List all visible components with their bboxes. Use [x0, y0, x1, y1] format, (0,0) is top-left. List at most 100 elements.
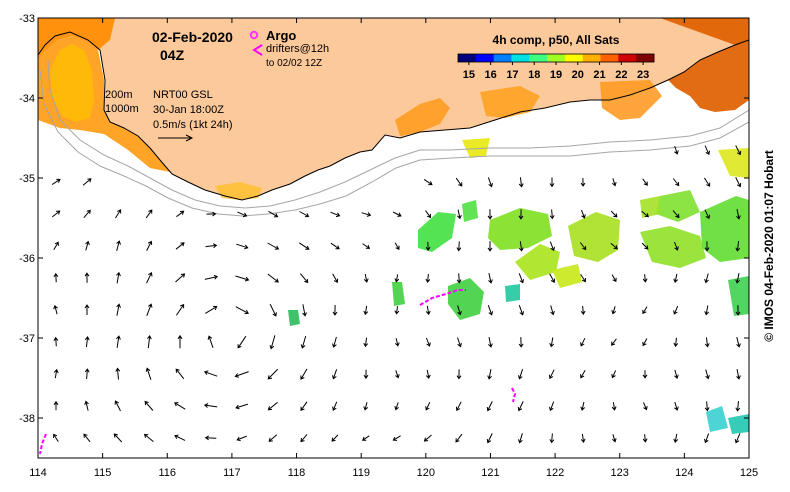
- current-arrow: [363, 369, 369, 380]
- current-arrow: [175, 303, 185, 316]
- current-arrow: [267, 401, 278, 411]
- isobath-1000m: [39, 69, 749, 217]
- current-arrow: [549, 241, 555, 252]
- current-arrow: [704, 273, 709, 284]
- current-arrow: [580, 305, 586, 315]
- current-arrow: [674, 241, 679, 251]
- current-arrow: [704, 241, 710, 252]
- y-tick-label: -34: [19, 93, 35, 105]
- current-arrow: [175, 273, 186, 283]
- current-arrow: [146, 303, 153, 316]
- current-arrow: [204, 274, 219, 280]
- colorbar-swatch: [600, 54, 619, 62]
- current-arrow: [330, 242, 340, 250]
- current-arrow: [611, 338, 617, 346]
- current-arrow: [518, 433, 523, 444]
- current-arrow: [268, 210, 279, 218]
- current-arrow: [549, 433, 555, 444]
- current-arrow: [734, 433, 741, 444]
- sst-patch-east-coast: [660, 18, 749, 112]
- current-arrow: [611, 434, 617, 443]
- current-arrow: [300, 335, 307, 349]
- current-arrow: [580, 433, 586, 444]
- current-arrow: [425, 369, 431, 379]
- sst-green-4: [515, 244, 560, 280]
- current-arrow: [267, 273, 279, 283]
- current-arrow: [53, 433, 59, 442]
- current-arrow: [84, 400, 89, 411]
- current-arrow: [517, 401, 524, 412]
- current-arrow: [488, 272, 493, 284]
- current-arrow: [394, 242, 400, 251]
- current-arrow: [704, 401, 710, 412]
- x-tick-label: 119: [352, 467, 370, 479]
- current-arrow: [735, 273, 740, 284]
- current-arrow: [174, 434, 186, 441]
- current-arrow: [269, 303, 277, 317]
- sst-green-13: [288, 310, 300, 326]
- current-arrow: [394, 338, 400, 347]
- current-arrow: [146, 271, 153, 284]
- current-arrow: [332, 369, 338, 380]
- current-arrow: [425, 273, 431, 283]
- current-arrow: [394, 402, 399, 411]
- y-tick-label: -33: [19, 13, 35, 25]
- x-tick-label: 122: [546, 467, 564, 479]
- current-arrow: [457, 209, 462, 220]
- current-arrow: [332, 401, 338, 412]
- current-arrow: [299, 211, 310, 218]
- current-arrow: [114, 209, 122, 219]
- current-arrow: [203, 370, 218, 377]
- current-arrow: [85, 240, 90, 251]
- current-arrow: [269, 335, 276, 350]
- current-arrow: [456, 273, 462, 284]
- colorbar-swatch: [636, 54, 655, 62]
- current-arrow: [114, 400, 121, 412]
- current-arrow: [392, 435, 401, 441]
- current-arrow: [425, 401, 431, 411]
- colorbar-tick-label: 18: [528, 69, 540, 81]
- current-arrow: [518, 305, 525, 316]
- scale-label: 0.5m/s (1kt 24h): [153, 119, 232, 131]
- current-arrow: [332, 273, 339, 283]
- sst-green-14: [728, 276, 749, 316]
- current-arrow: [611, 306, 617, 315]
- current-arrow: [300, 401, 308, 412]
- current-arrow: [735, 241, 741, 252]
- current-arrow: [642, 434, 648, 443]
- coastline: [38, 31, 749, 201]
- current-arrow: [425, 337, 431, 347]
- colorbar-swatch: [458, 54, 477, 62]
- current-arrow: [362, 243, 371, 249]
- current-arrow: [550, 305, 555, 316]
- sst-green-9: [700, 196, 749, 262]
- current-arrow: [234, 371, 249, 378]
- current-arrow: [641, 210, 650, 218]
- current-arrow: [423, 178, 433, 186]
- colorbar-swatch: [582, 54, 602, 62]
- current-arrow: [237, 211, 248, 218]
- current-arrow: [703, 177, 711, 187]
- current-arrow: [83, 433, 91, 443]
- sst-green-5: [552, 264, 582, 288]
- drifter-track-1: [419, 289, 466, 306]
- x-axis: 114 115 116 117 118 119 120 121 122 123 124 125: [29, 18, 758, 479]
- current-arrow: [143, 433, 154, 442]
- current-arrow: [580, 337, 586, 347]
- current-arrow: [84, 272, 90, 283]
- current-arrow: [395, 370, 400, 379]
- current-arrow: [53, 336, 59, 347]
- current-arrow: [735, 177, 742, 188]
- current-arrow: [53, 272, 59, 283]
- legend-left: 200m 1000m NRT00 GSL 30-Jan 18:00Z 0.5m/…: [105, 89, 232, 142]
- current-arrow: [363, 305, 369, 316]
- drifters-to-label: to 02/02 12Z: [266, 58, 322, 69]
- current-arrow: [392, 211, 402, 217]
- current-arrow: [518, 273, 525, 284]
- current-arrow: [53, 241, 59, 250]
- current-arrow: [267, 242, 280, 250]
- current-arrow: [175, 242, 185, 250]
- sst-offshore: [288, 190, 749, 434]
- current-arrow: [205, 305, 218, 314]
- current-arrow: [549, 209, 555, 220]
